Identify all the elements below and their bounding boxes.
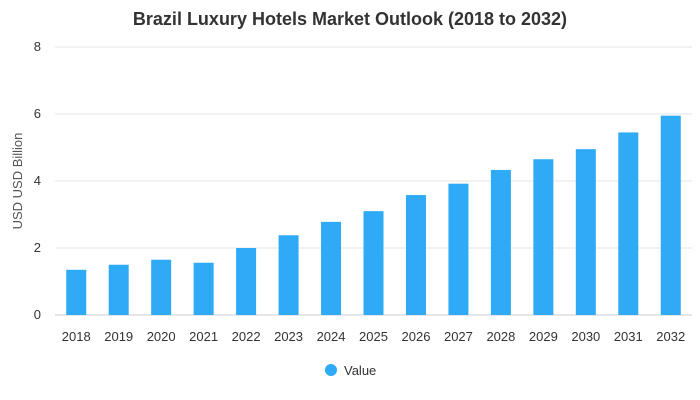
chart-title: Brazil Luxury Hotels Market Outlook (201… bbox=[133, 9, 567, 29]
y-tick-label: 8 bbox=[34, 39, 41, 54]
bar[interactable] bbox=[660, 115, 681, 315]
bar[interactable] bbox=[66, 269, 87, 315]
x-tick-label: 2024 bbox=[317, 329, 346, 344]
x-tick-label: 2027 bbox=[444, 329, 473, 344]
x-tick-label: 2022 bbox=[232, 329, 261, 344]
bar[interactable] bbox=[575, 149, 596, 315]
bar[interactable] bbox=[405, 195, 426, 315]
bar[interactable] bbox=[151, 259, 172, 315]
x-tick-label: 2028 bbox=[486, 329, 515, 344]
legend[interactable]: Value bbox=[325, 363, 376, 378]
x-tick-label: 2032 bbox=[656, 329, 685, 344]
y-tick-label: 2 bbox=[34, 240, 41, 255]
bar[interactable] bbox=[108, 264, 129, 315]
bar[interactable] bbox=[321, 221, 342, 315]
y-tick-label: 0 bbox=[34, 307, 41, 322]
y-axis-tick-labels: 0 2 4 6 8 bbox=[34, 39, 41, 322]
bar[interactable] bbox=[490, 169, 511, 315]
x-tick-label: 2018 bbox=[62, 329, 91, 344]
x-tick-label: 2029 bbox=[529, 329, 558, 344]
y-tick-label: 4 bbox=[34, 173, 41, 188]
x-axis-tick-labels: 2018 2019 2020 2021 2022 2023 2024 2025 2026 2027… bbox=[62, 329, 685, 344]
legend-marker bbox=[325, 364, 337, 376]
bar[interactable] bbox=[236, 248, 257, 315]
x-tick-label: 2020 bbox=[147, 329, 176, 344]
x-tick-label: 2023 bbox=[274, 329, 303, 344]
bar[interactable] bbox=[618, 132, 639, 315]
x-tick-label: 2021 bbox=[189, 329, 218, 344]
bar[interactable] bbox=[363, 211, 384, 315]
bar[interactable] bbox=[533, 159, 554, 315]
bar[interactable] bbox=[193, 262, 214, 315]
bar[interactable] bbox=[448, 183, 469, 315]
bar[interactable] bbox=[278, 235, 299, 315]
x-tick-label: 2031 bbox=[614, 329, 643, 344]
bars bbox=[66, 115, 681, 315]
y-tick-label: 6 bbox=[34, 106, 41, 121]
x-tick-label: 2026 bbox=[402, 329, 431, 344]
y-axis-title: USD USD Billion bbox=[10, 133, 25, 230]
x-tick-label: 2019 bbox=[104, 329, 133, 344]
legend-label: Value bbox=[344, 363, 376, 378]
x-tick-label: 2030 bbox=[571, 329, 600, 344]
x-tick-label: 2025 bbox=[359, 329, 388, 344]
